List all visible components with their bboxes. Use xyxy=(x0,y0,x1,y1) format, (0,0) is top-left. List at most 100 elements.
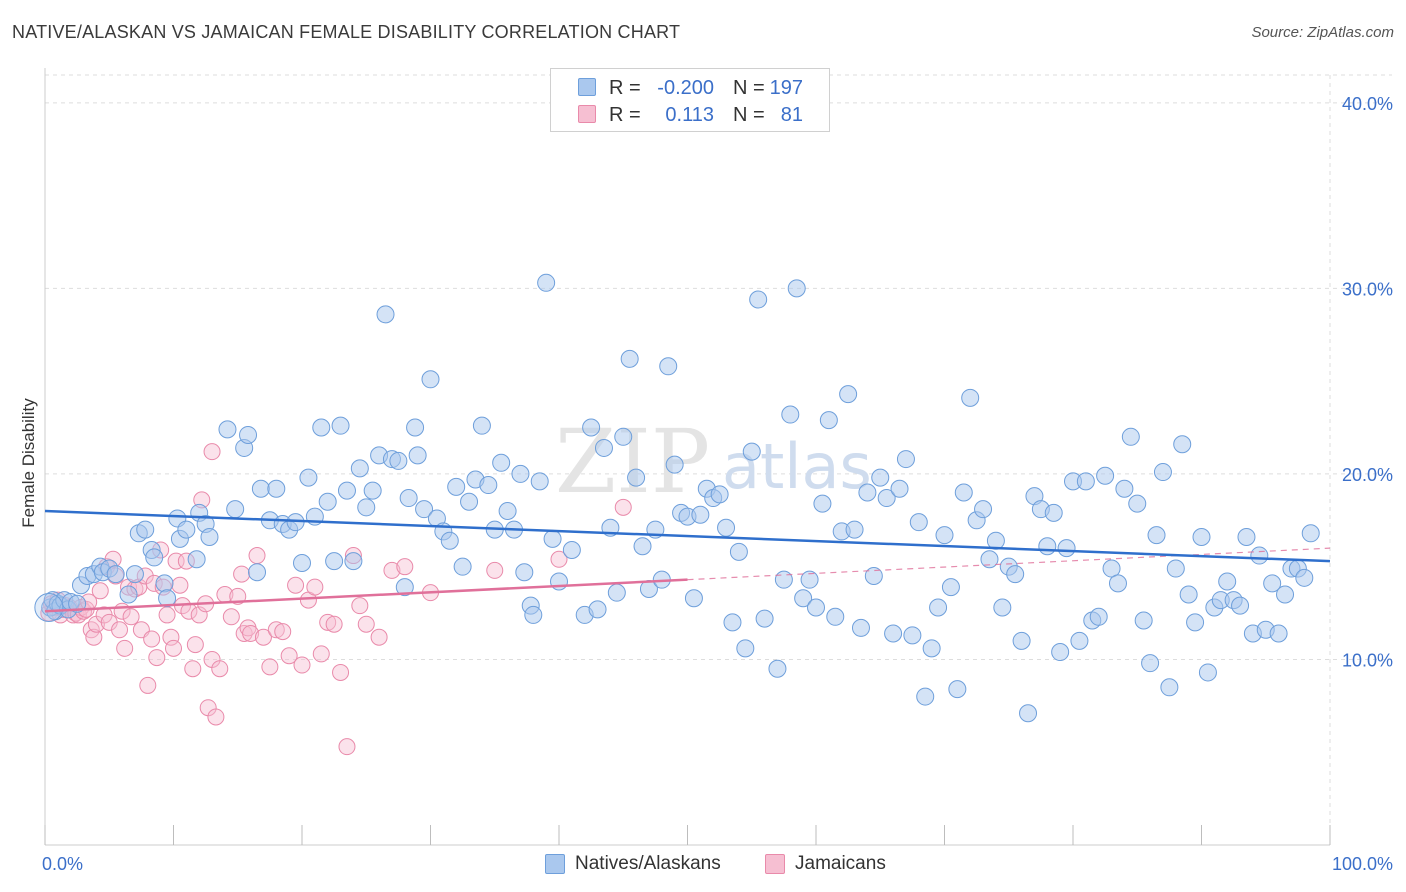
natives-point xyxy=(136,520,155,539)
natives-point xyxy=(620,349,639,368)
natives-point xyxy=(659,357,678,376)
natives-point xyxy=(472,416,491,435)
watermark-atlas: atlas xyxy=(722,430,872,503)
natives-point xyxy=(515,563,534,582)
natives-point xyxy=(826,607,845,626)
natives-point xyxy=(1076,472,1095,491)
jamaicans-point xyxy=(203,443,221,461)
jamaicans-point xyxy=(222,608,240,626)
natives-point xyxy=(200,528,219,546)
legend-n-label: N = xyxy=(733,77,765,99)
jamaicans-point xyxy=(211,660,229,678)
jamaicans-point xyxy=(165,639,182,657)
legend-swatch-jamaicans xyxy=(578,105,596,123)
natives-point xyxy=(562,540,581,559)
natives-point xyxy=(492,453,511,472)
natives-point xyxy=(729,542,748,561)
natives-point xyxy=(954,483,973,502)
natives-point xyxy=(125,565,144,584)
natives-point xyxy=(543,529,562,548)
legend-label-jamaicans: Jamaicans xyxy=(795,853,886,874)
natives-point xyxy=(851,618,870,637)
natives-point xyxy=(839,385,858,404)
tick-labels: 10.0% 20.0% 30.0% 40.0% 0.0% 100.0% xyxy=(42,94,1393,874)
natives-point xyxy=(460,492,479,511)
legend-swatch-natives xyxy=(578,78,596,96)
natives-point xyxy=(293,553,311,572)
jamaicans-point xyxy=(383,561,401,579)
natives-point xyxy=(717,518,736,537)
natives-point xyxy=(1051,643,1070,662)
natives-point xyxy=(781,405,800,424)
natives-point xyxy=(1173,435,1192,454)
jamaicans-point xyxy=(486,561,504,579)
series-legend: Natives/Alaskans Jamaicans xyxy=(0,852,1406,878)
natives-point xyxy=(239,425,258,444)
jamaicans-point xyxy=(550,550,568,568)
jamaicans-point xyxy=(351,597,369,615)
natives-point xyxy=(155,574,174,593)
natives-point xyxy=(218,420,237,439)
natives-point xyxy=(1186,613,1205,632)
jamaicans-point xyxy=(267,621,285,639)
jamaicans-point xyxy=(614,498,632,516)
natives-point xyxy=(1269,624,1288,643)
natives-point xyxy=(633,537,652,556)
natives-point xyxy=(710,485,729,504)
natives-point xyxy=(813,494,832,513)
jamaicans-point xyxy=(287,576,305,594)
natives-point xyxy=(1115,479,1134,498)
natives-point xyxy=(800,570,819,589)
legend-r-label: R = xyxy=(609,104,641,126)
natives-point xyxy=(1276,585,1295,604)
natives-point xyxy=(363,481,382,500)
natives-point xyxy=(1160,678,1179,697)
jamaicans-point xyxy=(116,639,134,657)
natives-point xyxy=(498,502,517,521)
natives-point xyxy=(1295,568,1314,587)
natives-point xyxy=(399,489,418,508)
natives-point xyxy=(684,589,703,608)
natives-point xyxy=(1147,526,1166,545)
jamaicans-trend-extension xyxy=(687,547,1331,581)
axes xyxy=(44,68,1331,846)
jamaicans-point xyxy=(167,552,185,570)
legend-swatch-natives xyxy=(545,854,565,874)
natives-point xyxy=(1198,663,1217,682)
jamaicans-point xyxy=(338,738,356,756)
natives-point xyxy=(588,600,607,619)
natives-point xyxy=(1134,611,1153,630)
natives-point xyxy=(440,531,459,550)
jamaicans-point xyxy=(207,708,225,726)
legend-r-value: -0.200 xyxy=(657,77,714,99)
natives-point xyxy=(742,442,761,461)
natives-point xyxy=(119,585,138,604)
natives-point xyxy=(922,639,941,658)
y-axis-label: Female Disability xyxy=(19,398,38,528)
natives-points xyxy=(34,273,1320,723)
natives-point xyxy=(1012,631,1031,650)
natives-point xyxy=(877,489,896,508)
y-tick-label: 40.0% xyxy=(1342,94,1393,114)
natives-point xyxy=(318,492,337,511)
jamaicans-point xyxy=(143,630,161,648)
natives-point xyxy=(267,479,286,498)
jamaicans-point xyxy=(280,647,298,665)
y-tick-label: 30.0% xyxy=(1342,279,1393,299)
natives-point xyxy=(627,468,646,487)
natives-point xyxy=(34,593,64,623)
natives-point xyxy=(248,563,267,582)
natives-point xyxy=(331,416,350,435)
natives-point xyxy=(1070,631,1089,650)
jamaicans-point xyxy=(184,660,202,678)
natives-point xyxy=(691,505,710,524)
natives-point xyxy=(1166,559,1185,578)
watermark-zip: ZIP xyxy=(555,410,710,513)
natives-point xyxy=(794,589,813,608)
legend-r-value: 0.113 xyxy=(665,104,714,126)
jamaicans-point xyxy=(332,663,350,681)
natives-point xyxy=(1096,466,1115,485)
jamaicans-point xyxy=(91,582,109,600)
natives-point xyxy=(858,483,877,502)
natives-point xyxy=(819,411,838,430)
